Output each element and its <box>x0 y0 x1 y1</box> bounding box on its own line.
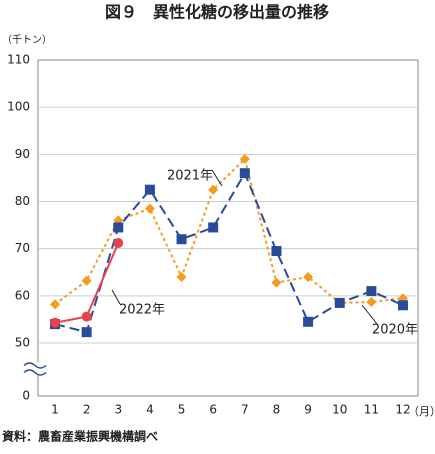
x-tick-label: 11 <box>364 403 379 417</box>
data-point <box>239 168 250 179</box>
data-point <box>398 300 408 311</box>
data-point <box>271 246 282 257</box>
chart-title: 図９ 異性化糖の移出量の推移 <box>105 3 329 22</box>
series-line <box>54 157 404 306</box>
x-tick-label: 9 <box>304 403 312 417</box>
series-label: 2021年 <box>167 169 213 184</box>
data-point <box>144 203 155 214</box>
series-label: 2020年 <box>372 323 418 338</box>
data-point <box>81 327 92 338</box>
leader-line <box>211 169 223 187</box>
x-tick-label: 6 <box>209 403 217 417</box>
data-point <box>113 222 124 233</box>
data-point <box>176 234 187 245</box>
data-point <box>176 271 187 282</box>
x-tick-label: 3 <box>114 403 122 417</box>
y-tick-label: 100 <box>7 100 30 114</box>
x-tick-label: 5 <box>178 403 186 417</box>
data-point <box>271 277 282 288</box>
plot-frame <box>37 59 419 397</box>
y-tick-label: 60 <box>15 288 30 302</box>
y-tick-label: 70 <box>15 241 30 255</box>
data-point <box>239 154 250 165</box>
series-line <box>54 170 404 334</box>
data-point <box>50 317 60 328</box>
x-tick-label: 12 <box>395 403 410 417</box>
axis-break <box>23 369 47 376</box>
series-label: 2022年 <box>119 303 165 318</box>
y-tick-label: 110 <box>7 53 30 67</box>
y-tick-label: 90 <box>15 147 30 161</box>
x-tick-label: 8 <box>273 403 281 417</box>
x-axis-label: （月） <box>408 405 435 418</box>
x-tick-label: 1 <box>51 403 59 417</box>
x-tick-label: 10 <box>332 403 347 417</box>
x-tick-label: 2 <box>83 403 91 417</box>
x-tick-label: 7 <box>241 403 249 417</box>
data-point <box>366 286 377 297</box>
source-note: 資料：農畜産業振興機構調べ <box>2 429 158 444</box>
y-axis-label: （千トン） <box>2 34 52 46</box>
data-point <box>208 184 219 195</box>
leader-line <box>111 289 121 305</box>
data-point <box>81 275 92 286</box>
data-point <box>113 238 124 249</box>
y-tick-label: 80 <box>15 194 30 208</box>
x-tick-label: 4 <box>146 403 154 417</box>
data-point <box>334 297 345 308</box>
axis-break <box>23 362 47 369</box>
y-tick-label: 50 <box>15 336 30 350</box>
leader-line <box>361 304 378 325</box>
data-point <box>208 222 219 233</box>
data-point <box>303 316 314 327</box>
data-point <box>81 311 92 322</box>
axis-break-gap <box>24 362 46 375</box>
data-point <box>50 299 60 310</box>
data-point <box>144 184 155 195</box>
y-tick-label: 0 <box>22 389 30 403</box>
data-point <box>366 296 377 307</box>
data-point <box>303 271 314 282</box>
